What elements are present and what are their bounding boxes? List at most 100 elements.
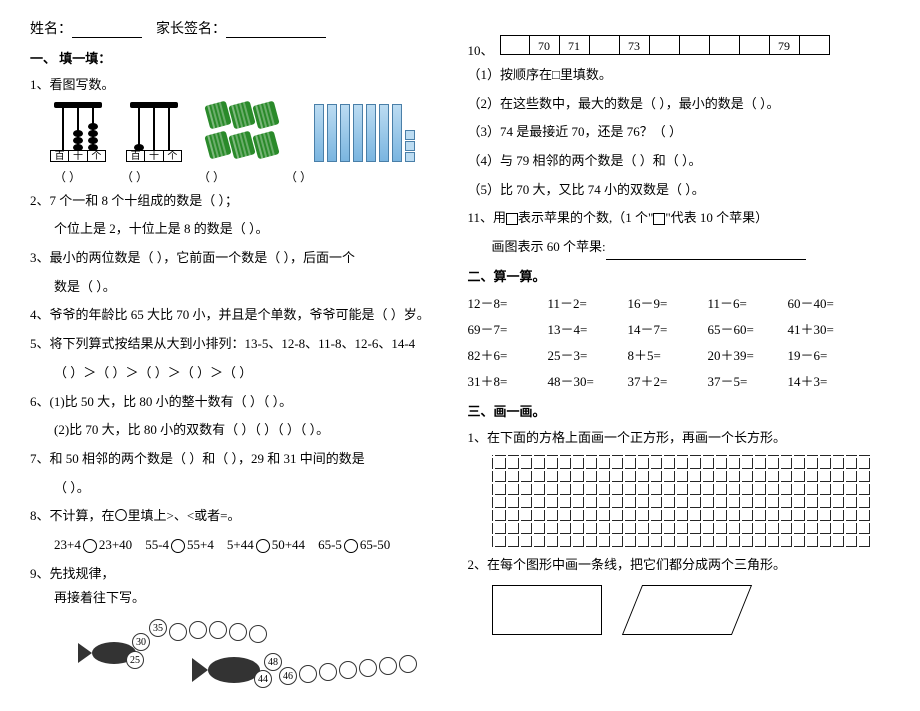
q10-s5: （5）比 70 大，又比 74 小的双数是（ ）。 bbox=[468, 178, 891, 203]
section1-title: 一、 填一填： bbox=[30, 48, 453, 67]
bubble: 25 bbox=[126, 651, 144, 669]
bubble-empty[interactable] bbox=[209, 621, 227, 639]
number-box: 73 bbox=[620, 35, 650, 55]
q11-line2: 画图表示 60 个苹果: bbox=[468, 235, 891, 260]
abacus-label: 十 bbox=[145, 151, 163, 161]
bubble: 35 bbox=[149, 619, 167, 637]
compare-circle[interactable] bbox=[83, 539, 97, 553]
q3-line1: 3、最小的两位数是（ ），它前面一个数是（ ），后面一个 bbox=[30, 246, 453, 271]
compare-circle[interactable] bbox=[256, 539, 270, 553]
bubble-empty[interactable] bbox=[249, 625, 267, 643]
calc: 25－3= bbox=[548, 343, 628, 369]
number-box[interactable] bbox=[650, 35, 680, 55]
drawing-blank[interactable] bbox=[606, 246, 806, 260]
rectangle-shape[interactable] bbox=[492, 585, 602, 635]
bubble-empty[interactable] bbox=[379, 657, 397, 675]
bundle-group bbox=[206, 102, 286, 162]
calc: 37－5= bbox=[708, 369, 788, 395]
blank[interactable]: （ ） bbox=[285, 168, 312, 185]
q5-line1: 5、将下列算式按结果从大到小排列：13-5、12-8、11-8、12-6、14-… bbox=[30, 332, 453, 357]
compare-circle[interactable] bbox=[344, 539, 358, 553]
name-blank[interactable] bbox=[72, 24, 142, 38]
q10-s3: （3）74 是最接近 70，还是 76？（ ） bbox=[468, 120, 891, 145]
calc-grid: 12－8=11－2=16－9=11－6=60－40= 69－7=13－4=14－… bbox=[468, 291, 891, 395]
number-box[interactable] bbox=[500, 35, 530, 55]
q7-line2: （ ）。 bbox=[30, 476, 453, 501]
q3-line2: 数是（ ）。 bbox=[30, 275, 453, 300]
parallelogram-shape[interactable] bbox=[621, 585, 751, 635]
number-box: 70 bbox=[530, 35, 560, 55]
calc: 69－7= bbox=[468, 317, 548, 343]
abacus-label: 百 bbox=[51, 151, 69, 161]
q1-answer-blanks: （ ） （ ） （ ） （ ） bbox=[54, 168, 453, 185]
number-box[interactable] bbox=[680, 35, 710, 55]
parent-sign-blank[interactable] bbox=[226, 24, 326, 38]
calc: 60－40= bbox=[788, 291, 868, 317]
calc: 48－30= bbox=[548, 369, 628, 395]
square-symbol-icon bbox=[653, 213, 665, 225]
calc: 14－7= bbox=[628, 317, 708, 343]
bubble: 48 bbox=[264, 653, 282, 671]
abacus-2: 百十个 bbox=[130, 102, 178, 162]
name-label: 姓名： bbox=[30, 22, 72, 37]
bubble-empty[interactable] bbox=[319, 663, 337, 681]
header: 姓名： 家长签名： bbox=[30, 18, 453, 38]
text: 画图表示 60 个苹果: bbox=[492, 239, 606, 254]
rods-group bbox=[314, 104, 415, 162]
calc: 20＋39= bbox=[708, 343, 788, 369]
q9-figure: 35 30 25 48 46 44 bbox=[54, 615, 453, 693]
expr: 23+4 bbox=[54, 537, 81, 552]
calc: 41＋30= bbox=[788, 317, 868, 343]
dot-grid[interactable] bbox=[492, 455, 872, 547]
bubble: 30 bbox=[132, 633, 150, 651]
text: "代表 10 个苹果） bbox=[665, 210, 768, 225]
calc: 13－4= bbox=[548, 317, 628, 343]
expr: 55-4 bbox=[145, 537, 169, 552]
d1-text: 1、在下面的方格上面画一个正方形，再画一个长方形。 bbox=[468, 426, 891, 451]
q10-s2: （2）在这些数中，最大的数是（ ），最小的数是（ ）。 bbox=[468, 92, 891, 117]
q10-s1: （1）按顺序在□里填数。 bbox=[468, 63, 891, 88]
parent-sign-label: 家长签名： bbox=[156, 22, 226, 37]
bubble-empty[interactable] bbox=[189, 621, 207, 639]
bubble-empty[interactable] bbox=[399, 655, 417, 673]
q10-number-boxes: 70 71 73 79 bbox=[500, 35, 830, 55]
section2-title: 二、算一算。 bbox=[468, 266, 891, 285]
blank[interactable]: （ ） bbox=[54, 168, 81, 185]
q11-line1: 11、用表示苹果的个数,（1 个" "代表 10 个苹果） bbox=[468, 206, 891, 231]
expr: 65-5 bbox=[318, 537, 342, 552]
q2-line1: 2、7 个一和 8 个十组成的数是（ ）； bbox=[30, 189, 453, 214]
blank[interactable]: （ ） bbox=[198, 168, 225, 185]
number-box[interactable] bbox=[710, 35, 740, 55]
calc: 11－6= bbox=[708, 291, 788, 317]
bubble-empty[interactable] bbox=[169, 623, 187, 641]
calc: 11－2= bbox=[548, 291, 628, 317]
compare-circle[interactable] bbox=[171, 539, 185, 553]
q5-line2: （ ）＞（ ）＞（ ）＞（ ）＞（ ） bbox=[30, 361, 453, 386]
abacus-label: 十 bbox=[69, 151, 87, 161]
number-box[interactable] bbox=[740, 35, 770, 55]
q10-label: 10、 bbox=[468, 40, 494, 59]
number-box[interactable] bbox=[590, 35, 620, 55]
shapes-row bbox=[492, 585, 891, 635]
abacus-label: 个 bbox=[164, 151, 181, 161]
calc: 16－9= bbox=[628, 291, 708, 317]
bubble-empty[interactable] bbox=[359, 659, 377, 677]
bubble-empty[interactable] bbox=[339, 661, 357, 679]
expr: 55+4 bbox=[187, 537, 214, 552]
bubble-empty[interactable] bbox=[229, 623, 247, 641]
q1-figures: 百十个 百十个 bbox=[54, 102, 453, 162]
q9-line2: 再接着往下写。 bbox=[30, 586, 453, 611]
q10-s4: （4）与 79 相邻的两个数是（ ）和（ ）。 bbox=[468, 149, 891, 174]
bubble-empty[interactable] bbox=[299, 665, 317, 683]
q8-text: 8、不计算，在〇里填上>、<或者=。 bbox=[30, 504, 453, 529]
expr: 50+44 bbox=[272, 537, 305, 552]
q1-text: 1、看图写数。 bbox=[30, 73, 453, 98]
number-box[interactable] bbox=[800, 35, 830, 55]
number-box: 79 bbox=[770, 35, 800, 55]
calc: 37＋2= bbox=[628, 369, 708, 395]
abacus-1: 百十个 bbox=[54, 102, 102, 162]
text: 表示苹果的个数,（1 个" bbox=[518, 210, 653, 225]
text: 11、用 bbox=[468, 210, 507, 225]
blank[interactable]: （ ） bbox=[121, 168, 148, 185]
abacus-label: 个 bbox=[88, 151, 105, 161]
